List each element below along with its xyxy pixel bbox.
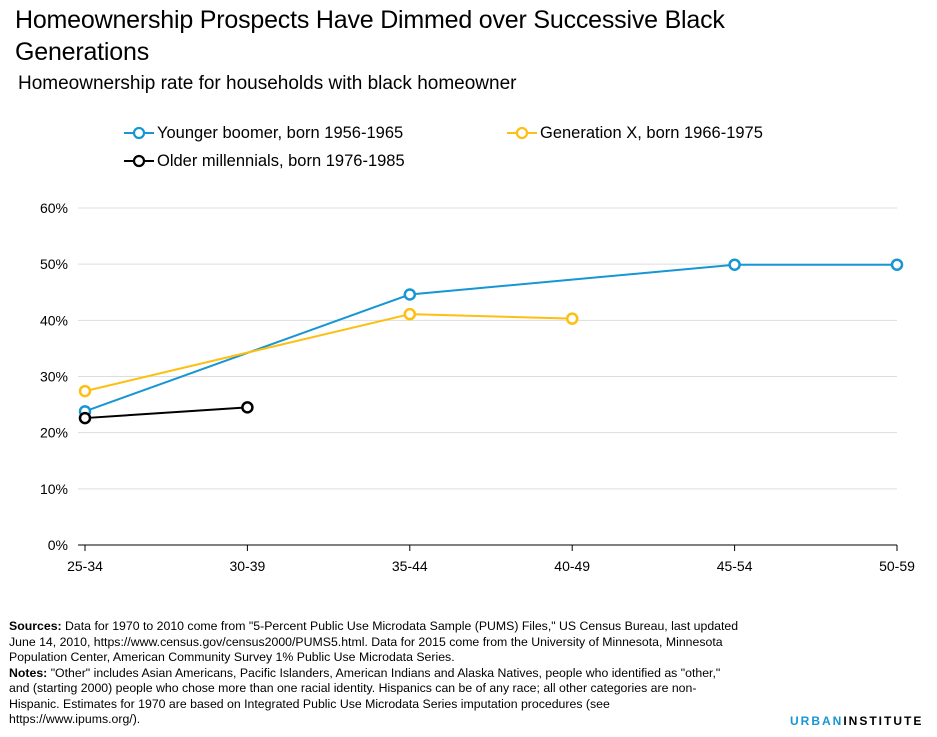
data-point-2 xyxy=(78,411,92,425)
urban-institute-logo: URBANINSTITUTE xyxy=(790,714,923,728)
y-tick-label: 0% xyxy=(48,537,68,553)
x-tick-label: 40-49 xyxy=(554,558,590,574)
legend-item-genx: Generation X, born 1966-1975 xyxy=(507,123,763,143)
x-tick-label: 25-34 xyxy=(67,558,103,574)
notes-label: Notes: xyxy=(9,665,48,680)
y-tick-label: 30% xyxy=(40,369,68,385)
legend-item-millennials: Older millennials, born 1976-1985 xyxy=(124,151,405,171)
legend-label: Generation X, born 1966-1975 xyxy=(540,123,763,142)
sources-text: Data for 1970 to 2010 come from "5-Perce… xyxy=(9,619,739,664)
notes-text: "Other" includes Asian Americans, Pacifi… xyxy=(9,665,721,727)
logo-part1: URBAN xyxy=(790,714,844,728)
legend-label: Younger boomer, born 1956-1965 xyxy=(157,123,404,142)
series-line-2 xyxy=(84,406,248,420)
line-chart: 0% 10% 20% 30% 40% 50% 60% 25-34 30-39 35-44 40-49… xyxy=(40,200,915,574)
chart-subtitle: Homeownership rate for households with b… xyxy=(18,73,517,94)
data-point-1 xyxy=(565,312,579,325)
data-point-1 xyxy=(403,307,417,321)
logo-part2: INSTITUTE xyxy=(843,714,924,728)
series-line-1 xyxy=(84,313,573,393)
data-point-0 xyxy=(403,288,417,301)
chart-title: Homeownership Prospects Have Dimmed over… xyxy=(15,6,725,66)
y-tick-label: 60% xyxy=(40,200,68,216)
series-line-0 xyxy=(84,263,897,413)
legend-label: Older millennials, born 1976-1985 xyxy=(157,151,405,170)
legend-marker-genx xyxy=(507,126,537,140)
y-tick-label: 40% xyxy=(40,312,68,328)
data-point-0 xyxy=(890,258,904,271)
y-tick-label: 10% xyxy=(40,481,68,497)
legend-item-boomer: Younger boomer, born 1956-1965 xyxy=(124,123,403,143)
notes-block: Sources: Data for 1970 to 2010 come from… xyxy=(9,619,739,728)
sources-label: Sources: xyxy=(9,619,62,633)
legend-marker-boomer xyxy=(124,126,154,140)
data-point-2 xyxy=(241,401,254,414)
x-tick-label: 35-44 xyxy=(392,558,428,574)
x-tick-label: 50-59 xyxy=(879,558,915,574)
y-tick-label: 50% xyxy=(40,256,68,272)
x-tick-label: 45-54 xyxy=(717,558,753,574)
y-tick-label: 20% xyxy=(40,425,68,441)
data-point-0 xyxy=(728,258,741,271)
x-tick-label: 30-39 xyxy=(229,558,265,574)
legend-marker-millennials xyxy=(124,154,154,168)
data-point-1 xyxy=(78,384,92,398)
